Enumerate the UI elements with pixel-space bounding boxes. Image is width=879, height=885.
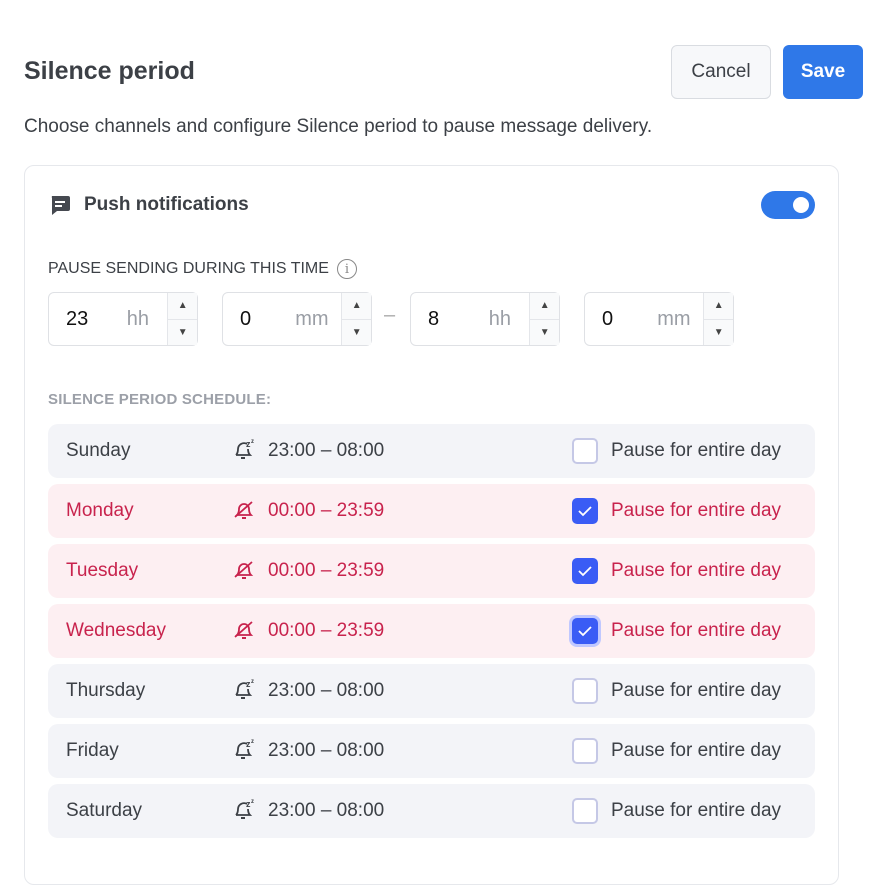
cancel-button[interactable]: Cancel: [671, 45, 771, 99]
schedule-row-saturday: Saturday z z 23:00 – 08:00 Pause for entire …: [48, 784, 815, 838]
hours-stepper[interactable]: 8 hh ▲ ▼: [410, 292, 560, 346]
time-range: 00:00 – 23:59: [268, 560, 385, 581]
hours-stepper[interactable]: 23 hh ▲ ▼: [48, 292, 198, 346]
page-subtitle: Choose channels and configure Silence pe…: [24, 116, 653, 137]
pause-entire-day-checkbox[interactable]: [572, 618, 598, 644]
decrement-arrow-icon[interactable]: ▼: [704, 318, 733, 345]
day-name: Saturday: [66, 800, 143, 821]
schedule-row-tuesday: Tuesday 00:00 – 23:59 Pause for entire day: [48, 544, 815, 598]
increment-arrow-icon[interactable]: ▲: [168, 293, 197, 319]
decrement-arrow-icon[interactable]: ▼: [530, 318, 559, 345]
time-range: 23:00 – 08:00: [268, 800, 385, 821]
stepper-unit: hh: [488, 308, 512, 330]
schedule-row-thursday: Thursday z z 23:00 – 08:00 Pause for entire …: [48, 664, 815, 718]
minutes-stepper[interactable]: 0 mm ▲ ▼: [584, 292, 734, 346]
pause-entire-day-checkbox[interactable]: [572, 498, 598, 524]
svg-text:z: z: [251, 679, 254, 685]
save-button[interactable]: Save: [783, 45, 863, 99]
checkbox-label[interactable]: Pause for entire day: [611, 440, 782, 461]
svg-text:z: z: [251, 739, 254, 745]
day-name: Tuesday: [66, 560, 139, 581]
checkbox-label[interactable]: Pause for entire day: [611, 800, 782, 821]
bell-off-icon: [232, 558, 256, 590]
increment-arrow-icon[interactable]: ▲: [342, 293, 371, 319]
time-range: 00:00 – 23:59: [268, 620, 385, 641]
checkbox-label[interactable]: Pause for entire day: [611, 500, 782, 521]
schedule-label: SILENCE PERIOD SCHEDULE:: [48, 391, 272, 408]
pause-time-label-text: PAUSE SENDING DURING THIS TIME: [48, 260, 329, 277]
stepper-unit: mm: [657, 308, 691, 330]
pause-entire-day-checkbox[interactable]: [572, 738, 598, 764]
stepper-unit: mm: [295, 308, 329, 330]
day-name: Thursday: [66, 680, 146, 701]
increment-arrow-icon[interactable]: ▲: [704, 293, 733, 319]
svg-text:z: z: [246, 799, 251, 809]
checkbox-label[interactable]: Pause for entire day: [611, 680, 782, 701]
svg-text:z: z: [251, 439, 254, 445]
schedule-row-friday: Friday z z 23:00 – 08:00 Pause for entire da…: [48, 724, 815, 778]
svg-text:z: z: [246, 439, 251, 449]
checkbox-label[interactable]: Pause for entire day: [611, 560, 782, 581]
increment-arrow-icon[interactable]: ▲: [530, 293, 559, 319]
day-name: Monday: [66, 500, 134, 521]
decrement-arrow-icon[interactable]: ▼: [342, 318, 371, 345]
checkbox-label[interactable]: Pause for entire day: [611, 740, 782, 761]
schedule-row-sunday: Sunday z z 23:00 – 08:00 Pause for entire da…: [48, 424, 815, 478]
pause-entire-day-checkbox[interactable]: [572, 438, 598, 464]
message-icon: [49, 194, 71, 221]
range-separator: –: [384, 304, 396, 326]
svg-text:z: z: [246, 679, 251, 689]
checkbox-label[interactable]: Pause for entire day: [611, 620, 782, 641]
decrement-arrow-icon[interactable]: ▼: [168, 318, 197, 345]
time-range: 00:00 – 23:59: [268, 500, 385, 521]
page-title: Silence period: [24, 57, 195, 85]
push-notifications-toggle[interactable]: [761, 191, 815, 219]
svg-text:z: z: [251, 799, 254, 805]
stepper-value[interactable]: 0: [602, 308, 614, 330]
bell-off-icon: [232, 618, 256, 650]
day-name: Sunday: [66, 440, 131, 461]
pause-entire-day-checkbox[interactable]: [572, 798, 598, 824]
time-range: 23:00 – 08:00: [268, 740, 385, 761]
stepper-value[interactable]: 23: [66, 308, 89, 330]
channel-label: Push notifications: [84, 194, 249, 215]
pause-entire-day-checkbox[interactable]: [572, 558, 598, 584]
minutes-stepper[interactable]: 0 mm ▲ ▼: [222, 292, 372, 346]
schedule-row-wednesday: Wednesday 00:00 – 23:59 Pause for entire d…: [48, 604, 815, 658]
stepper-value[interactable]: 0: [240, 308, 252, 330]
day-name: Wednesday: [66, 620, 166, 641]
pause-time-label: PAUSE SENDING DURING THIS TIME i: [48, 259, 357, 279]
day-name: Friday: [66, 740, 119, 761]
pause-entire-day-checkbox[interactable]: [572, 678, 598, 704]
schedule-row-monday: Monday 00:00 – 23:59 Pause for entire day: [48, 484, 815, 538]
time-range: 23:00 – 08:00: [268, 440, 385, 461]
time-range: 23:00 – 08:00: [268, 680, 385, 701]
svg-text:z: z: [246, 739, 251, 749]
info-icon[interactable]: i: [336, 259, 357, 279]
stepper-unit: hh: [126, 308, 150, 330]
stepper-value[interactable]: 8: [428, 308, 440, 330]
bell-off-icon: [232, 498, 256, 530]
